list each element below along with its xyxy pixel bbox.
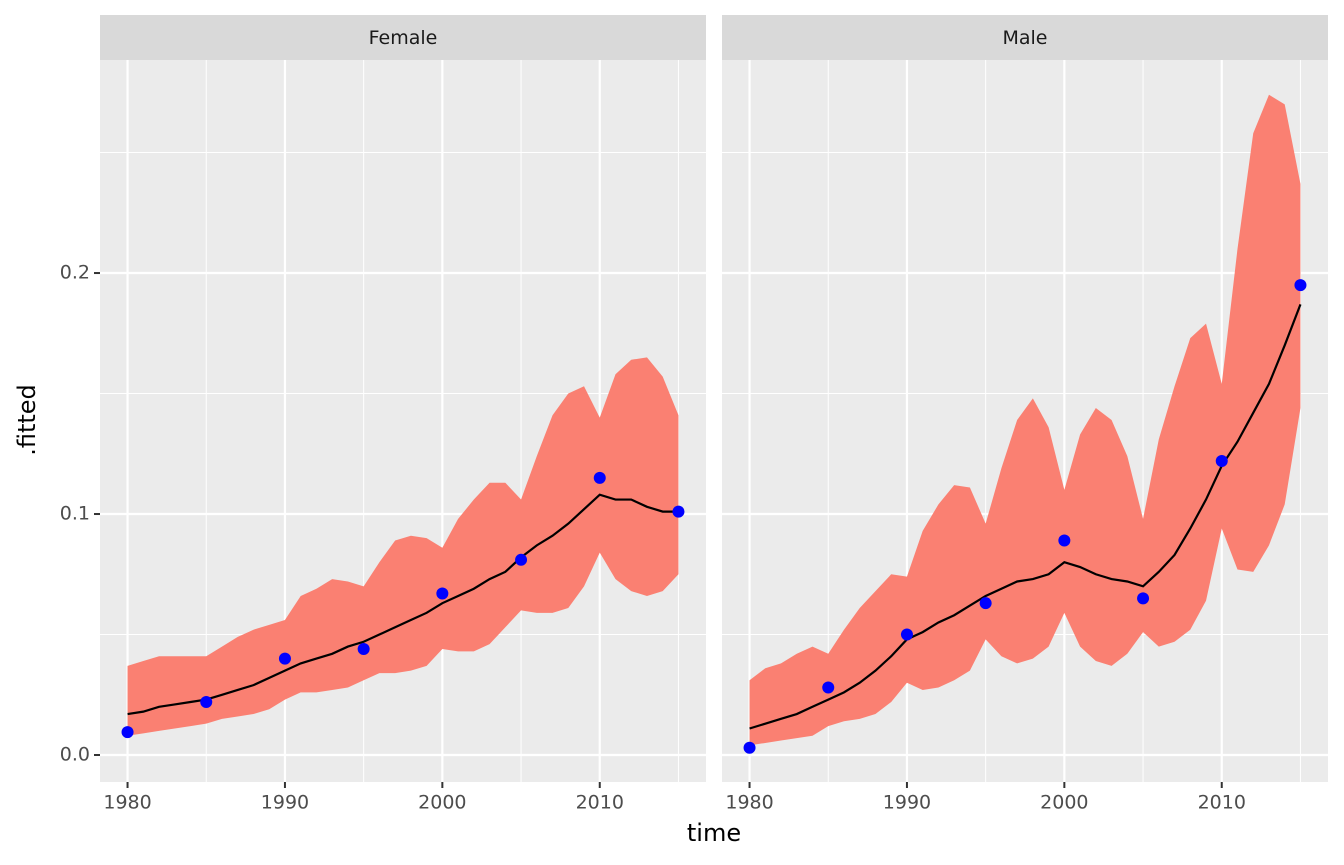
observed-point [278, 652, 291, 665]
y-tick-label: 0.2 [60, 262, 90, 284]
fitted-line [127, 493, 679, 716]
confidence-band [749, 94, 1301, 746]
observed-point [200, 695, 213, 708]
y-axis-label: .fitted [13, 384, 41, 456]
y-tick-label: 0.0 [60, 744, 90, 766]
strip-background [100, 15, 706, 60]
observed-point [593, 471, 606, 484]
observed-point [822, 681, 835, 694]
x-tick-label: 1990 [883, 792, 931, 814]
panel: Male 1980 1990 2000 2010 [722, 15, 1328, 814]
x-tick-label: 1990 [261, 792, 309, 814]
observed-point [1215, 455, 1228, 468]
observed-point [357, 642, 370, 655]
strip-label: Female [369, 27, 438, 49]
x-tick-label: 1980 [725, 792, 773, 814]
observed-point [1294, 279, 1307, 292]
observed-point [900, 628, 913, 641]
observed-point [743, 741, 756, 754]
observed-point [672, 505, 685, 518]
x-tick-label: 2000 [1040, 792, 1088, 814]
strip-label: Male [1002, 27, 1047, 49]
observed-point [515, 553, 528, 566]
x-tick-label: 2000 [418, 792, 466, 814]
x-tick-label: 2010 [1198, 792, 1246, 814]
observed-point [979, 597, 992, 610]
x-axis-label: time [687, 819, 741, 847]
observed-point [1137, 592, 1150, 605]
panel: Female 1980 1990 2000 2010 0.0 0.1 0.2 [60, 15, 706, 814]
observed-point [436, 587, 449, 600]
x-tick-label: 2010 [576, 792, 624, 814]
strip-background [722, 15, 1328, 60]
observed-point [1058, 534, 1071, 547]
fitted-line [749, 303, 1302, 730]
y-tick-label: 0.1 [60, 503, 90, 525]
confidence-band [127, 357, 679, 736]
x-tick-label: 1980 [103, 792, 151, 814]
observed-point [121, 726, 134, 739]
